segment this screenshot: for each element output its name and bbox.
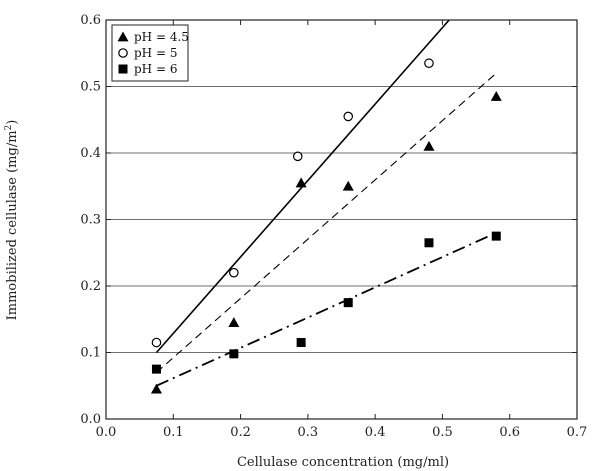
x-tick-label-3: 0.3: [298, 425, 319, 440]
y-tick-label-3: 0.3: [80, 213, 101, 228]
y-tick-label-2: 0.2: [80, 279, 101, 294]
legend-label-2: pH = 6: [134, 62, 177, 76]
point-series-0-1: [228, 317, 240, 327]
legend-label-0: pH = 4.5: [134, 30, 189, 44]
point-series-0-5: [490, 90, 502, 101]
point-series-1-4: [424, 58, 434, 69]
y-axis-title-superscript: 2: [4, 125, 14, 131]
y-tick-label-5: 0.5: [80, 80, 101, 95]
grid-layer: [106, 86, 577, 353]
point-series-1-2: [292, 151, 303, 162]
legend-marker-0: [117, 31, 129, 42]
point-series-2-2: [296, 338, 306, 348]
x-axis-title: Cellulase concentration (mg/ml): [237, 455, 449, 470]
point-series-1-1: [229, 267, 239, 278]
legend-label-1: pH = 5: [134, 46, 177, 60]
point-series-0-4: [423, 140, 435, 151]
x-tick-label-6: 0.6: [499, 425, 520, 440]
point-series-1-0: [151, 337, 162, 348]
legend-marker-1: [118, 48, 128, 58]
y-axis-title: Immobilized cellulase (mg/m2): [4, 120, 20, 321]
y-tick-label-6: 0.6: [80, 13, 101, 28]
fit-lines-layer: [155, 19, 497, 387]
y-tick-label-0: 0.0: [80, 412, 101, 427]
point-series-1-3: [343, 111, 354, 122]
data-points-layer: [150, 58, 502, 394]
point-series-0-0: [150, 383, 162, 394]
point-series-2-1: [229, 349, 239, 359]
y-axis-title-tail: ): [5, 120, 20, 125]
point-series-2-3: [343, 298, 353, 308]
point-series-2-0: [151, 364, 161, 374]
y-tick-label-4: 0.4: [80, 146, 101, 161]
x-tick-label-4: 0.4: [365, 425, 386, 440]
point-series-0-2: [295, 177, 307, 188]
point-series-0-3: [342, 180, 354, 191]
ticks-layer: 0.0 0.1 0.2 0.3 0.4 0.5 0.6 0.7 0.0 0.1 0.2 0.3 0.4 0…: [80, 13, 587, 440]
y-axis-title-main: Immobilized cellulase (mg/m: [5, 130, 20, 320]
legend-marker-2: [118, 64, 128, 74]
x-tick-label-0: 0.0: [96, 425, 117, 440]
point-series-2-4: [424, 238, 434, 248]
y-tick-label-1: 0.1: [80, 346, 101, 361]
point-series-2-5: [491, 231, 501, 241]
fit-line-series-0: [156, 72, 497, 373]
x-tick-label-5: 0.5: [432, 425, 453, 440]
x-tick-label-2: 0.2: [230, 425, 251, 440]
legend: pH = 4.5 pH = 5 pH = 6: [111, 24, 189, 82]
x-tick-label-7: 0.7: [567, 425, 588, 440]
x-tick-label-1: 0.1: [163, 425, 184, 440]
fit-line-series-2: [156, 231, 497, 387]
